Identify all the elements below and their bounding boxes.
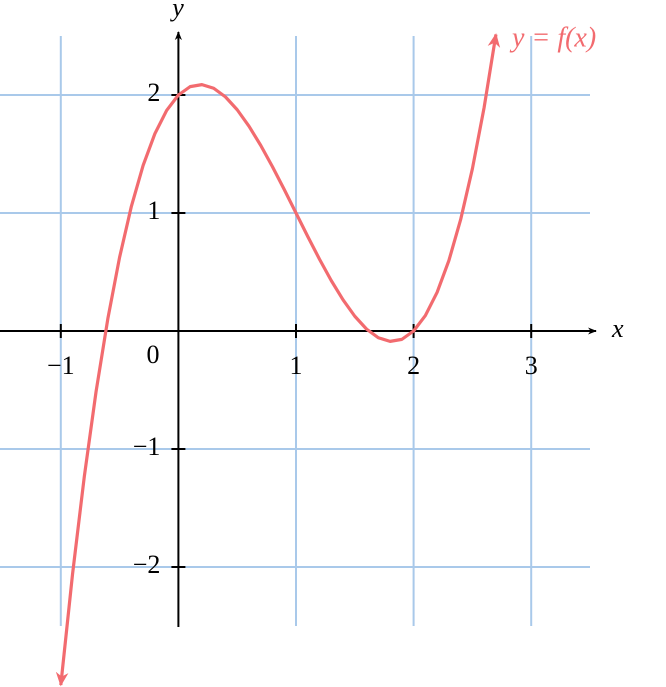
curve bbox=[55, 33, 501, 687]
x-tick-label: 1 bbox=[290, 351, 303, 380]
x-tick-label: 3 bbox=[525, 351, 538, 380]
origin-label: 0 bbox=[147, 340, 160, 369]
curve-label: y = f(x) bbox=[509, 22, 596, 53]
x-tick-label: −1 bbox=[47, 351, 75, 380]
y-tick-label: −2 bbox=[133, 550, 161, 579]
y-tick-label: 1 bbox=[147, 196, 160, 225]
y-tick-label: 2 bbox=[147, 78, 160, 107]
axes: −1 1 2 3 −2 −1 1 2 bbox=[0, 31, 597, 627]
x-axis-label: x bbox=[611, 314, 624, 343]
x-tick-label: 2 bbox=[407, 351, 420, 380]
y-tick-label: −1 bbox=[133, 432, 161, 461]
y-axis-label: y bbox=[169, 0, 184, 22]
plot: y = f(x) bbox=[55, 22, 596, 687]
